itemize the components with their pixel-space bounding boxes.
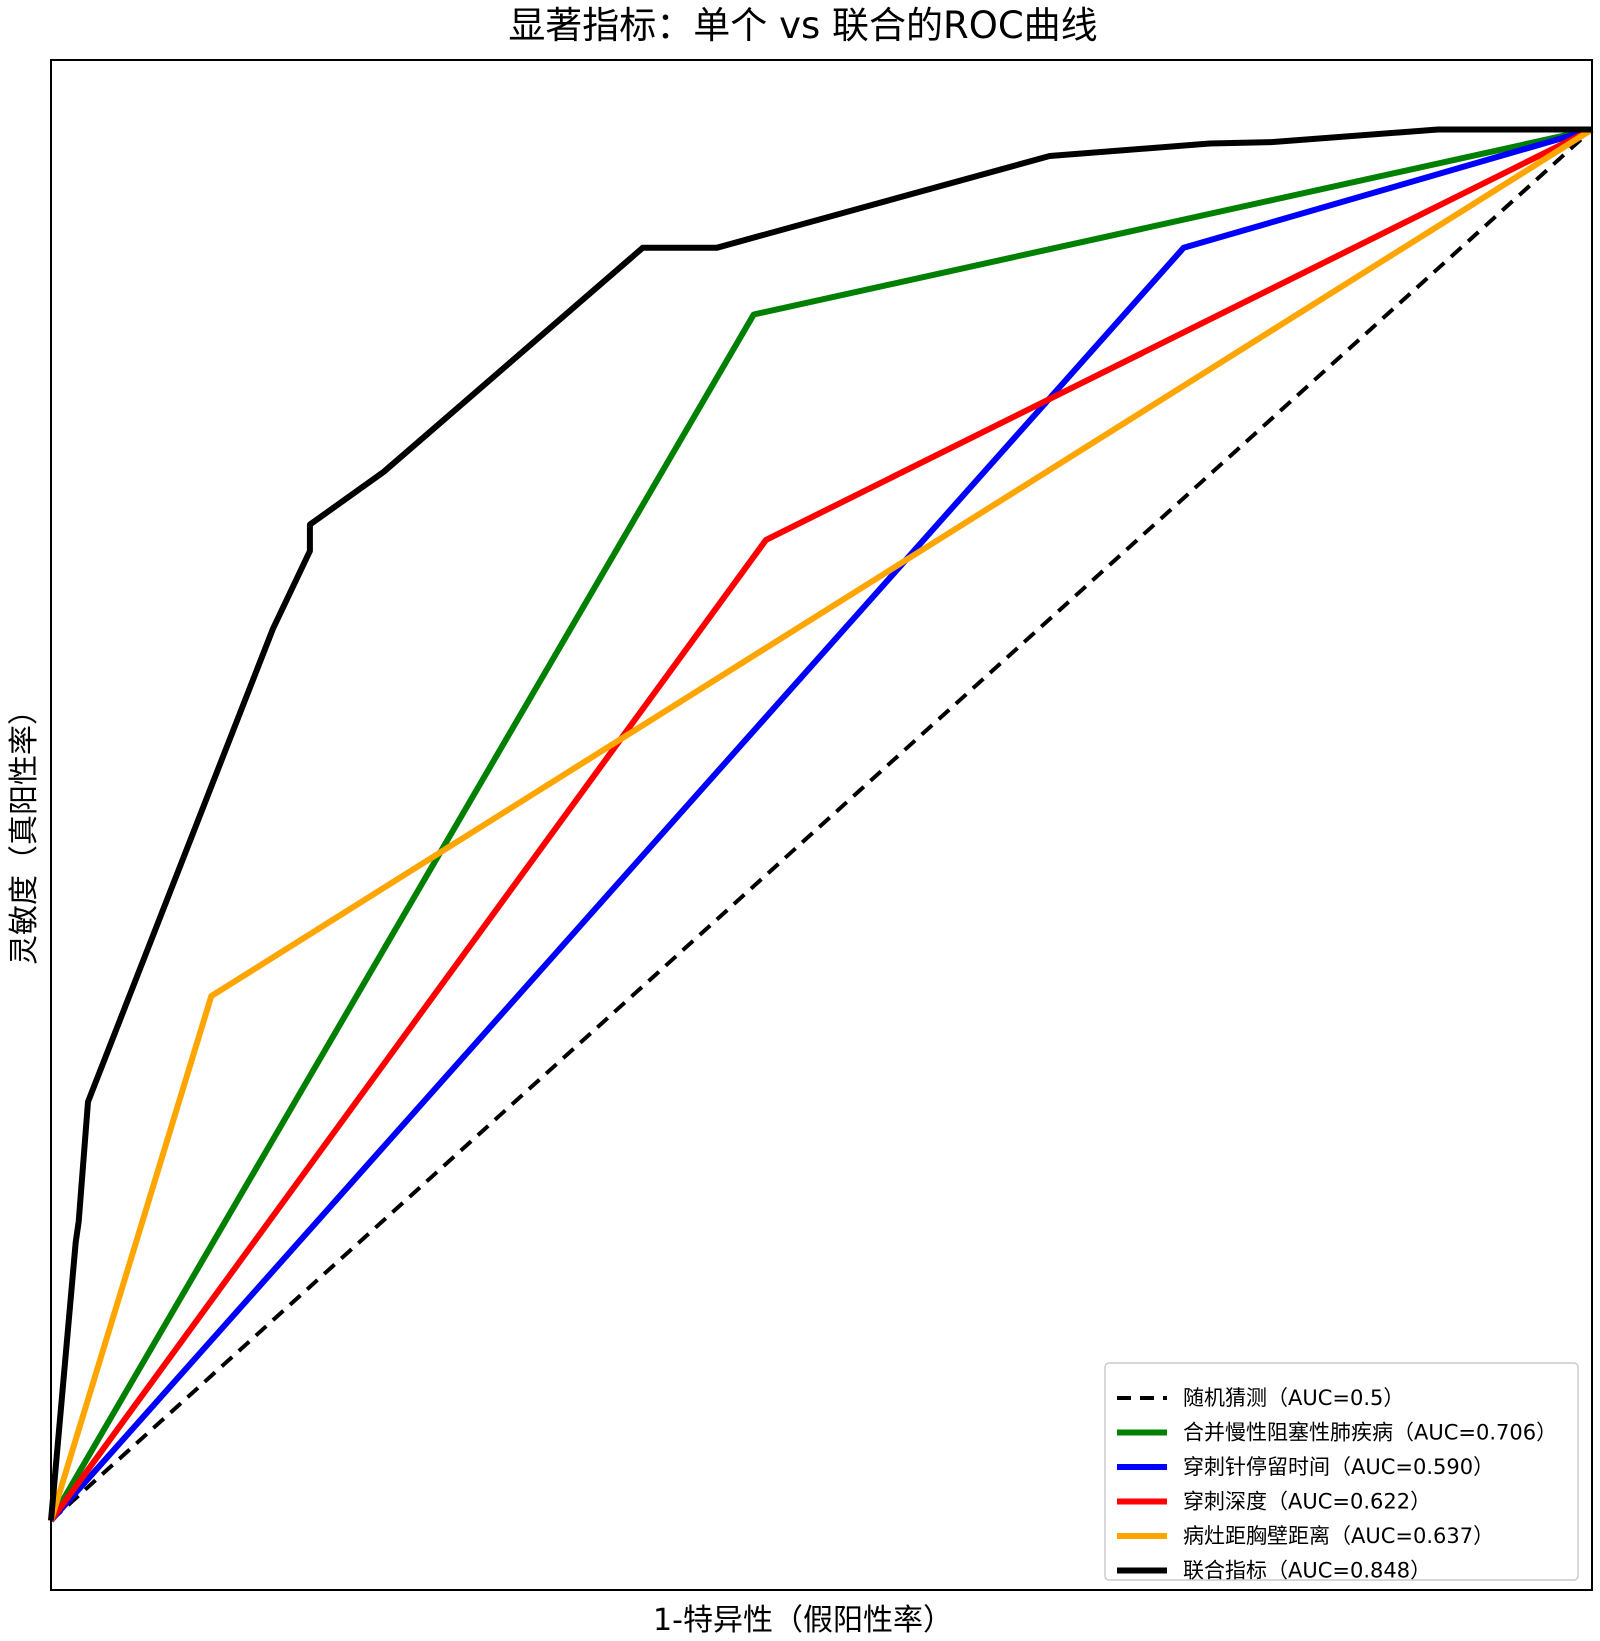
legend-label-1: 合并慢性阻塞性肺疾病（AUC=0.706） bbox=[1183, 1421, 1557, 1445]
legend-label-3: 穿刺深度（AUC=0.622） bbox=[1183, 1490, 1431, 1514]
y-axis-label: 灵敏度（真阳性率） bbox=[7, 695, 42, 965]
series-line-3 bbox=[48, 126, 1594, 1523]
legend: 随机猜测（AUC=0.5） 合并慢性阻塞性肺疾病（AUC=0.706） 穿刺针停留时… bbox=[1104, 1362, 1579, 1583]
series-line-1 bbox=[48, 126, 1593, 1523]
x-axis-label: 1-特异性（假阳性率） bbox=[653, 1603, 953, 1638]
legend-label-4: 病灶距胸壁距离（AUC=0.637） bbox=[1183, 1524, 1494, 1548]
chart-title: 显著指标：单个 vs 联合的ROC曲线 bbox=[508, 4, 1097, 47]
series-line-2 bbox=[48, 126, 1593, 1523]
legend-label-0: 随机猜测（AUC=0.5） bbox=[1183, 1386, 1404, 1410]
plot-frame bbox=[50, 59, 1593, 1591]
legend-box bbox=[1104, 1362, 1579, 1581]
legend-label-5: 联合指标（AUC=0.848） bbox=[1183, 1559, 1431, 1583]
series-line-5 bbox=[48, 126, 1592, 1521]
legend-label-2: 穿刺针停留时间（AUC=0.590） bbox=[1183, 1455, 1494, 1479]
series-line-0 bbox=[49, 128, 1594, 1522]
legend-items: 随机猜测（AUC=0.5） 合并慢性阻塞性肺疾病（AUC=0.706） 穿刺针停留时… bbox=[1117, 1386, 1557, 1583]
series-layer bbox=[48, 126, 1594, 1523]
series-line-4 bbox=[48, 126, 1594, 1522]
